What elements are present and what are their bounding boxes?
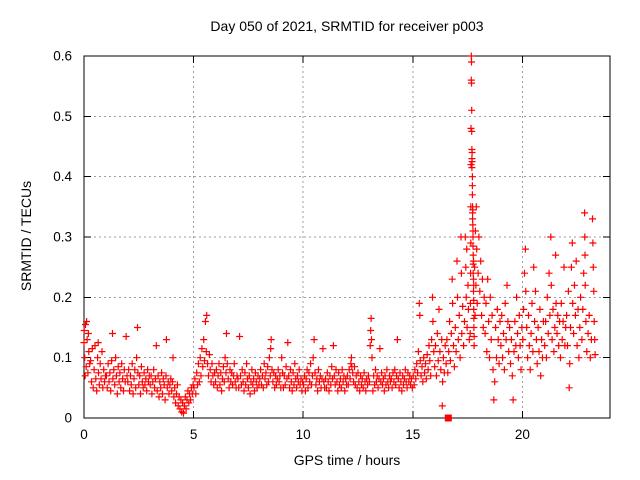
tick-labels: 0 5 10 15 20 0 0.1 0.2 0.3 0.4 0.5 0.6 — [53, 49, 530, 443]
x-tick-label: 0 — [80, 427, 88, 442]
flag-marker — [444, 414, 452, 422]
gridlines — [84, 56, 610, 418]
tick-marks — [83, 55, 610, 419]
y-tick-label: 0 — [64, 411, 72, 426]
scatter-series-srmtid — [80, 52, 599, 417]
x-axis-label: GPS time / hours — [293, 452, 401, 468]
y-tick-label: 0.3 — [53, 230, 72, 245]
y-tick-label: 0.2 — [53, 290, 72, 305]
x-tick-label: 20 — [515, 427, 530, 442]
y-tick-label: 0.5 — [53, 109, 72, 124]
chart-title: Day 050 of 2021, SRMTID for receiver p00… — [210, 18, 484, 34]
x-tick-label: 15 — [405, 427, 420, 442]
y-tick-label: 0.4 — [53, 169, 72, 184]
y-tick-label: 0.6 — [53, 49, 72, 64]
y-tick-label: 0.1 — [53, 350, 72, 365]
plot-border — [83, 55, 611, 419]
x-tick-label: 10 — [296, 427, 311, 442]
x-tick-label: 5 — [190, 427, 198, 442]
